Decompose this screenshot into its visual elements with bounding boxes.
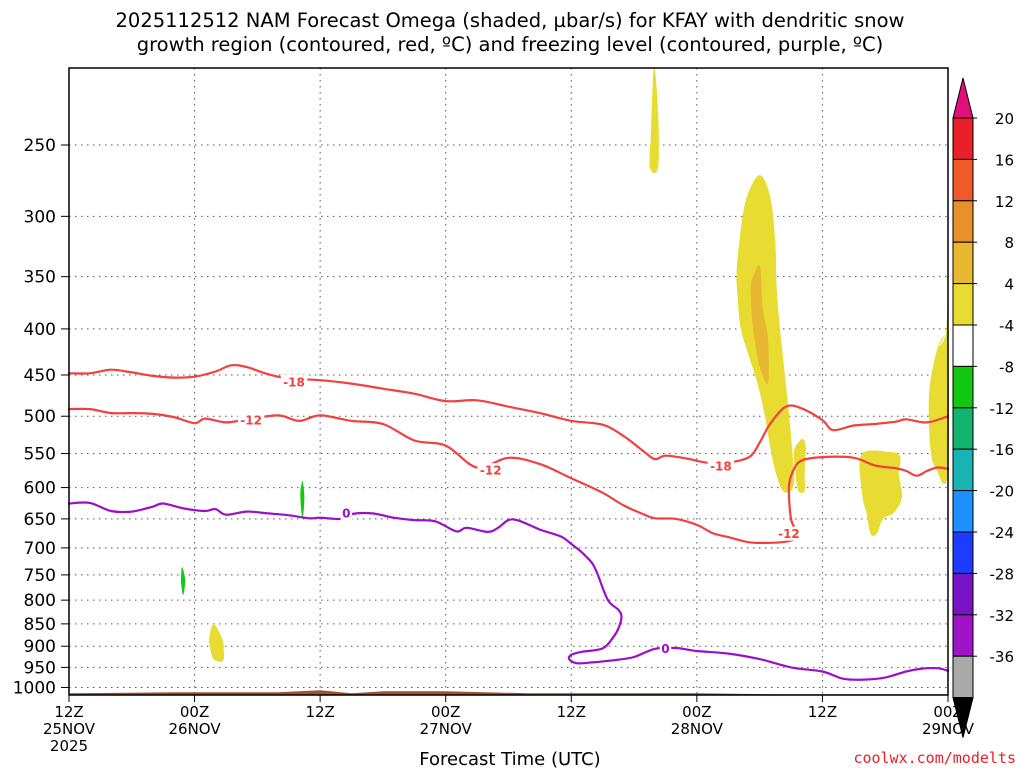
contour-lines xyxy=(67,363,950,681)
x-tick-label-3-2: 27NOV xyxy=(420,720,473,738)
colorbar-label-6: -8 xyxy=(999,358,1014,376)
plot-frame xyxy=(68,67,949,696)
contour-label-0-1: -18 xyxy=(710,460,732,474)
terrain-layer xyxy=(69,690,948,695)
colorbar-swatch-2 xyxy=(952,200,974,243)
colorbar-label-1: 16 xyxy=(995,151,1014,169)
colorbar-swatch-12 xyxy=(952,614,974,657)
x-tick-label-1-1: 00Z xyxy=(180,703,209,721)
y-tick-label-900: 900 xyxy=(24,637,56,657)
x-tick-label-3-1: 00Z xyxy=(431,703,460,721)
colorbar-swatch-0 xyxy=(952,117,974,160)
y-tick-label-350: 350 xyxy=(24,268,56,288)
colorbar-label-4: 4 xyxy=(1004,276,1014,294)
chart-title-line-2: growth region (contoured, red, ºC) and f… xyxy=(137,33,884,56)
contour-label-0-0: -18 xyxy=(283,375,305,389)
omega-region-omega-4-small-b xyxy=(180,567,186,596)
colorbar-label-13: -36 xyxy=(990,648,1015,666)
colorbar-swatch-10 xyxy=(952,531,974,574)
contour-line-0-freezing-level xyxy=(67,501,950,681)
contour-label-bg-2-1 xyxy=(659,641,672,656)
chart-title-line-1: 2025112512 NAM Forecast Omega (shaded, µ… xyxy=(116,9,905,32)
omega-shading xyxy=(180,66,950,662)
contour-label-1-0: -12 xyxy=(240,414,262,428)
contour-label-bg-1-0 xyxy=(237,413,265,428)
x-tick-label-2-1: 12Z xyxy=(305,703,334,721)
omega-region-omega-4-lower-left xyxy=(209,623,225,662)
omega-region-omega-4-small-a xyxy=(300,480,305,519)
y-tick-label-300: 300 xyxy=(24,207,56,227)
colorbar-swatch-5 xyxy=(952,324,974,367)
y-tick-label-250: 250 xyxy=(24,136,56,156)
x-tick-label-4-1: 12Z xyxy=(557,703,586,721)
y-tick-label-450: 450 xyxy=(24,366,56,386)
colorbar-label-2: 12 xyxy=(995,193,1014,211)
colorbar-swatch-4 xyxy=(952,283,974,326)
colorbar-swatch-11 xyxy=(952,572,974,616)
contour-line-12-dendritic-bottom xyxy=(67,407,950,545)
y-tick-label-600: 600 xyxy=(24,479,56,499)
y-tick-label-800: 800 xyxy=(24,591,56,611)
x-tick-label-5-2: 28NOV xyxy=(671,720,724,738)
colorbar-swatch-9 xyxy=(952,490,974,533)
x-tick-label-0-2: 25NOV xyxy=(43,720,96,738)
colorbar-label-7: -12 xyxy=(990,400,1015,418)
contour-line-18-dendritic-top xyxy=(67,363,950,465)
contour-label-bg-1-2 xyxy=(775,526,803,541)
omega-region-omega-4-right-mid xyxy=(793,438,806,494)
contour-label-2-1: 0 xyxy=(661,642,669,656)
colorbar-swatch-1 xyxy=(952,158,974,202)
credit-link[interactable]: coolwx.com/modelts xyxy=(853,749,1016,767)
omega-region-omega-4-lower-right xyxy=(859,450,903,536)
contour-label-bg-0-0 xyxy=(280,374,308,389)
y-tick-label-650: 650 xyxy=(24,510,56,530)
colorbar-label-11: -28 xyxy=(990,565,1015,583)
colorbar-swatch-13 xyxy=(952,655,974,699)
y-tick-label-400: 400 xyxy=(24,320,56,340)
y-tick-label-750: 750 xyxy=(24,566,56,586)
y-tick-label-1000: 1000 xyxy=(13,678,56,698)
colorbar-label-5: -4 xyxy=(999,317,1014,335)
contour-label-2-0: 0 xyxy=(342,506,350,520)
colorbar-bottom-arrow xyxy=(952,697,974,738)
x-tick-label-1-2: 26NOV xyxy=(169,720,222,738)
colorbar-label-8: -16 xyxy=(990,441,1015,459)
y-tick-label-500: 500 xyxy=(24,407,56,427)
colorbar-label-10: -24 xyxy=(990,524,1015,542)
y-tick-label-700: 700 xyxy=(24,539,56,559)
omega-region-omega-4-upper xyxy=(649,66,659,174)
terrain-band xyxy=(69,690,948,695)
contour-labels: -18 -18 -12 -12 -12 0 0 xyxy=(237,374,803,656)
x-tick-label-6-1: 12Z xyxy=(808,703,837,721)
y-axis-ticks: 2503003504004505005506006507007508008509… xyxy=(13,136,69,698)
colorbar-swatch-3 xyxy=(952,241,974,285)
x-tick-label-0-3: 2025 xyxy=(50,737,88,755)
colorbar-swatch-6 xyxy=(952,365,974,409)
colorbar-swatch-8 xyxy=(952,448,974,492)
omega-region-omega-4-right-edge xyxy=(928,282,950,485)
y-tick-label-550: 550 xyxy=(24,445,56,465)
colorbar-label-3: 8 xyxy=(1004,234,1014,252)
colorbar-top-arrow xyxy=(952,77,974,119)
colorbar-swatch-7 xyxy=(952,407,974,450)
colorbar-label-0: 20 xyxy=(995,110,1014,128)
contour-label-1-1: -12 xyxy=(480,464,502,478)
y-tick-label-850: 850 xyxy=(24,615,56,635)
contour-label-bg-1-1 xyxy=(477,463,504,478)
contour-label-bg-0-1 xyxy=(707,459,735,474)
colorbar-label-9: -20 xyxy=(990,483,1015,501)
x-tick-label-5-1: 00Z xyxy=(682,703,711,721)
x-tick-label-0-1: 12Z xyxy=(54,703,83,721)
contour-label-1-2: -12 xyxy=(778,527,800,541)
x-axis-title: Forecast Time (UTC) xyxy=(419,749,600,768)
grid-lines xyxy=(69,68,948,695)
colorbar-label-12: -32 xyxy=(990,607,1015,625)
omega-region-omega-8-main-core xyxy=(750,264,769,385)
y-tick-label-950: 950 xyxy=(24,658,56,678)
colorbar: 20 16 12 8 4 -4 -8 -12 -16 -20 -24 -28 -32 -36 xyxy=(952,77,1015,738)
contour-label-bg-2-0 xyxy=(340,505,353,520)
